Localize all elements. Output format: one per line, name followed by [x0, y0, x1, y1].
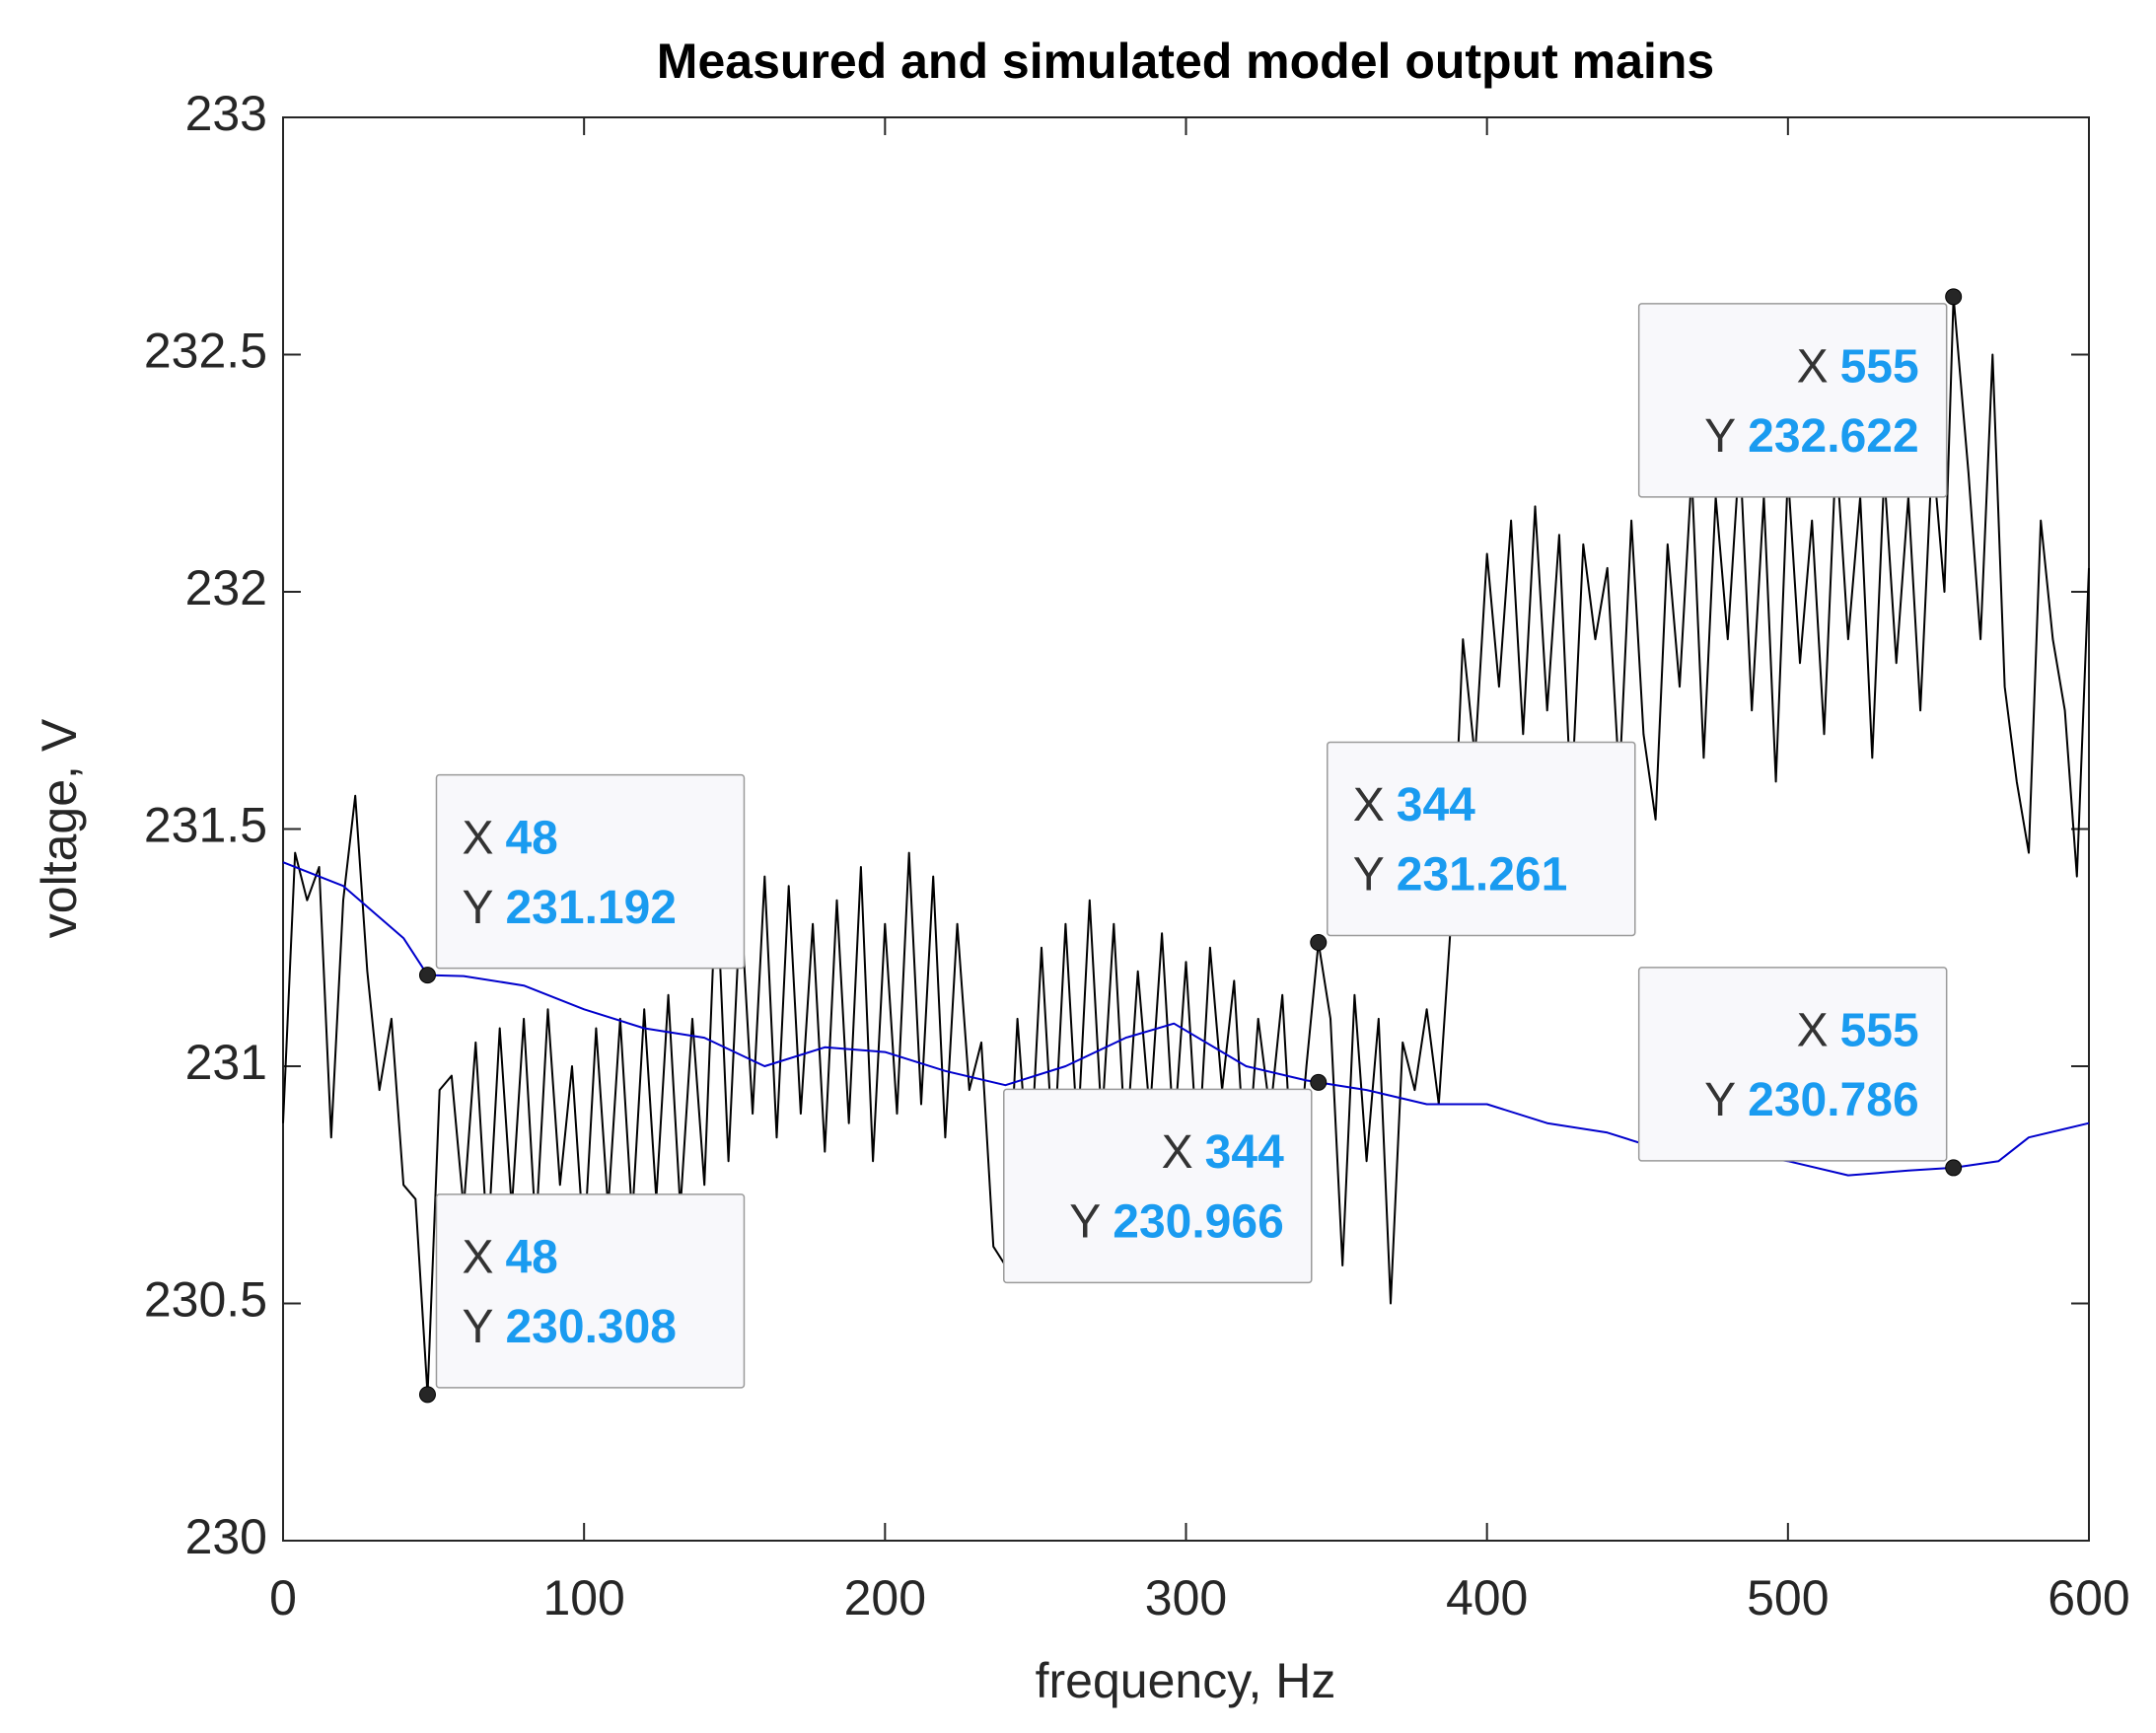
- datatip-key: X: [462, 812, 493, 864]
- datatip-key: X: [1353, 779, 1385, 831]
- y-tick-label: 231: [185, 1035, 267, 1090]
- y-tick-label: 232: [185, 560, 267, 615]
- x-tick-label: 600: [2048, 1570, 2129, 1625]
- datatip-text: Y 230.786: [1704, 1074, 1919, 1126]
- datatip-text: Y 231.192: [462, 882, 677, 934]
- datatip-text: X 344: [1353, 779, 1475, 831]
- datatip-value: 230.786: [1748, 1074, 1919, 1126]
- x-tick-label: 500: [1747, 1570, 1829, 1625]
- datatip-text: X 48: [462, 812, 557, 864]
- datatip-value: 555: [1840, 340, 1919, 393]
- datatip-key: Y: [1704, 410, 1736, 463]
- datatip-box: [1003, 1088, 1313, 1284]
- datatip-value: 48: [505, 1231, 557, 1283]
- datatip-value: 344: [1397, 779, 1475, 831]
- datatip-value: 344: [1205, 1126, 1284, 1179]
- datatip-box: [435, 1193, 746, 1389]
- datatip-text: Y 231.261: [1353, 848, 1568, 901]
- datatip-text: Y 230.966: [1069, 1195, 1284, 1248]
- y-axis-label: voltage, V: [32, 718, 87, 938]
- datatip-value: 231.261: [1397, 848, 1568, 901]
- datatip-key: Y: [1353, 848, 1385, 901]
- y-tick-label: 233: [185, 86, 267, 141]
- datatip-value: 230.308: [505, 1301, 677, 1353]
- datatip-box: [1637, 967, 1948, 1162]
- y-tick-label: 232.5: [144, 324, 267, 379]
- datatip-text: Y 230.308: [462, 1301, 677, 1353]
- datatip-key: X: [462, 1231, 493, 1283]
- datatip-box: [1327, 741, 1636, 937]
- datatip-text: X 48: [462, 1231, 557, 1283]
- datatip-text: X 344: [1162, 1126, 1284, 1179]
- datatip-key: Y: [462, 1301, 493, 1353]
- x-axis-label: frequency, Hz: [1036, 1653, 1336, 1708]
- datatip-value: 231.192: [505, 882, 677, 934]
- datatip-key: Y: [1704, 1074, 1736, 1126]
- y-tick-label: 230: [185, 1509, 267, 1564]
- datatip-box: [435, 773, 746, 970]
- x-tick-label: 400: [1446, 1570, 1528, 1625]
- datatip-key: Y: [462, 882, 493, 934]
- datatip-marker: [1945, 1159, 1963, 1177]
- datatip-box: [1637, 303, 1948, 498]
- x-tick-label: 100: [542, 1570, 624, 1625]
- datatip-marker: [418, 967, 436, 984]
- datatip-marker: [418, 1386, 436, 1404]
- datatip-marker: [1310, 933, 1328, 951]
- y-tick-label: 231.5: [144, 798, 267, 853]
- datatip-text: X 555: [1797, 1004, 1919, 1056]
- datatip-key: Y: [1069, 1195, 1101, 1248]
- datatip-text: Y 232.622: [1704, 410, 1919, 463]
- datatip-value: 232.622: [1748, 410, 1919, 463]
- datatip-marker: [1310, 1073, 1328, 1091]
- x-tick-label: 0: [269, 1570, 297, 1625]
- datatip-key: X: [1162, 1126, 1193, 1179]
- datatip-value: 555: [1840, 1004, 1919, 1056]
- chart-title: Measured and simulated model output main…: [657, 34, 1714, 89]
- x-tick-label: 200: [844, 1570, 926, 1625]
- data-line: [282, 861, 2090, 1177]
- datatip-text: X 555: [1797, 340, 1919, 393]
- x-tick-label: 300: [1145, 1570, 1227, 1625]
- datatip-value: 230.966: [1113, 1195, 1284, 1248]
- datatip-value: 48: [505, 812, 557, 864]
- datatip-marker: [1945, 288, 1963, 306]
- y-tick-label: 230.5: [144, 1272, 267, 1328]
- datatip-key: X: [1797, 1004, 1829, 1056]
- datatip-key: X: [1797, 340, 1829, 393]
